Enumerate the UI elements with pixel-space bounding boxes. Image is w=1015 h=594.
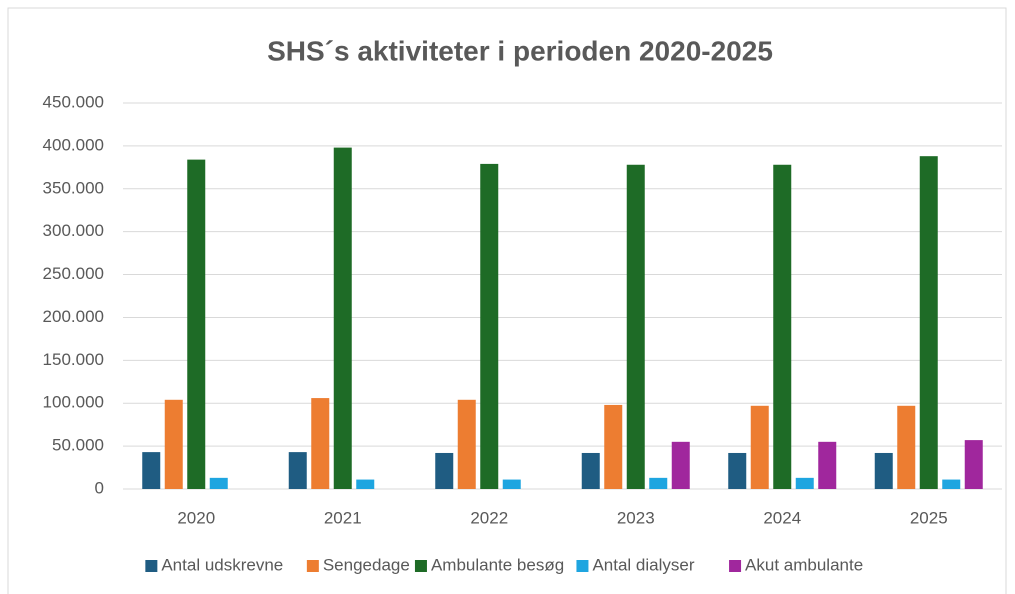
- bar: [288, 452, 307, 489]
- legend-label: Antal dialyser: [592, 555, 694, 574]
- bar: [457, 399, 476, 489]
- bar: [581, 452, 600, 489]
- bar: [795, 477, 814, 489]
- bar: [356, 479, 375, 489]
- bar: [818, 441, 837, 489]
- bar: [187, 159, 206, 489]
- bar: [649, 477, 668, 489]
- bar: [942, 479, 961, 489]
- bar: [964, 440, 983, 489]
- y-tick-label: 450.000: [43, 92, 104, 111]
- bar: [750, 405, 769, 489]
- legend-swatch: [729, 560, 742, 572]
- bar: [311, 398, 330, 489]
- chart-title: SHS´s aktiviteter i perioden 2020-2025: [267, 35, 773, 66]
- y-tick-label: 200.000: [43, 307, 104, 326]
- bar: [604, 404, 623, 489]
- y-tick-label: 400.000: [43, 135, 104, 154]
- legend-swatch: [306, 560, 319, 572]
- x-tick-label: 2020: [177, 508, 215, 527]
- bar: [728, 452, 747, 489]
- legend-swatch: [414, 560, 427, 572]
- bar: [209, 477, 228, 489]
- bar: [480, 163, 499, 489]
- y-tick-label: 250.000: [43, 264, 104, 283]
- y-tick-label: 50.000: [52, 436, 104, 455]
- legend-label: Sengedage: [323, 555, 410, 574]
- y-tick-label: 0: [95, 478, 104, 497]
- bar: [874, 452, 893, 489]
- bar: [626, 164, 645, 489]
- bar: [142, 452, 161, 489]
- y-tick-label: 100.000: [43, 393, 104, 412]
- y-tick-label: 350.000: [43, 178, 104, 197]
- bar: [671, 441, 690, 489]
- bar: [773, 164, 792, 489]
- y-tick-label: 300.000: [43, 221, 104, 240]
- bar: [435, 452, 454, 489]
- x-tick-label: 2022: [470, 508, 508, 527]
- legend-label: Ambulante besøg: [431, 555, 564, 574]
- legend-label: Antal udskrevne: [161, 555, 283, 574]
- y-tick-label: 150.000: [43, 350, 104, 369]
- legend-label: Akut ambulante: [745, 555, 863, 574]
- legend-swatch: [576, 560, 589, 572]
- legend-swatch: [145, 560, 158, 572]
- bar: [919, 156, 938, 489]
- bar: [333, 147, 352, 490]
- chart-frame: [7, 7, 1007, 594]
- bar: [502, 479, 521, 489]
- x-tick-label: 2024: [763, 508, 801, 527]
- x-tick-label: 2023: [617, 508, 655, 527]
- bar: [897, 405, 916, 489]
- bar: [164, 399, 183, 489]
- x-tick-label: 2021: [324, 508, 362, 527]
- x-tick-label: 2025: [910, 508, 948, 527]
